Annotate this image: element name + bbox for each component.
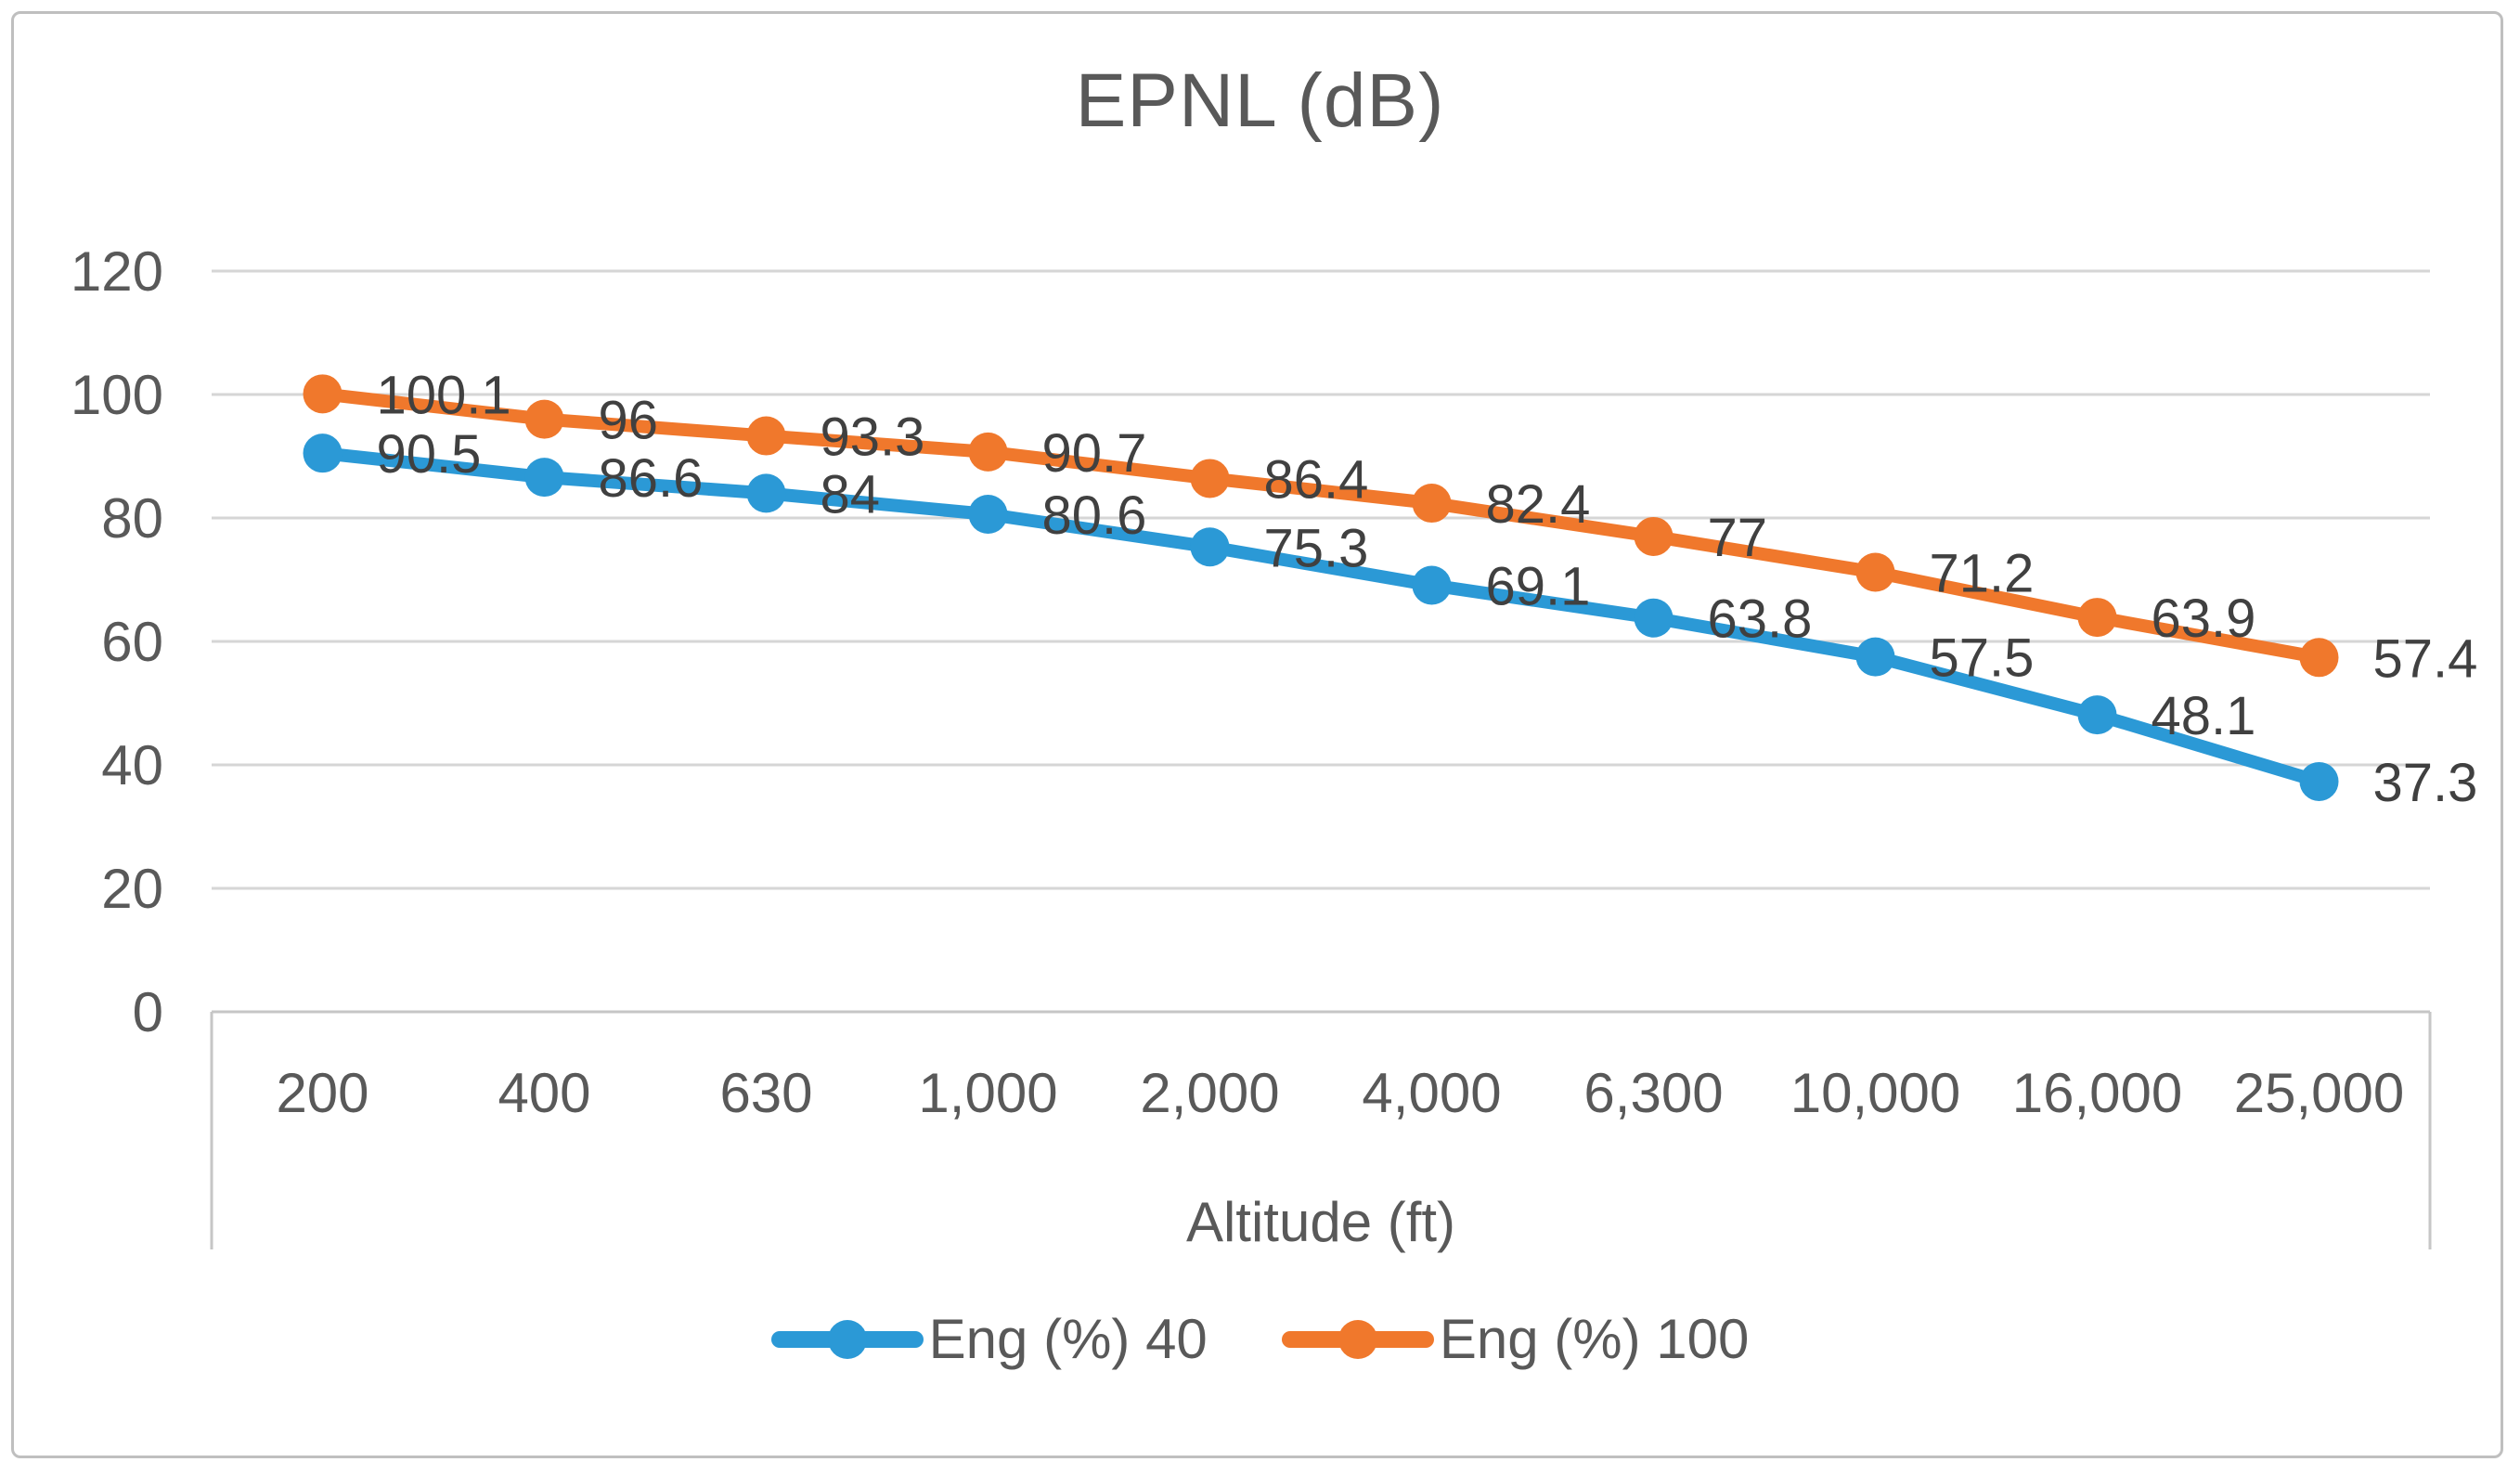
data-point-marker: [2299, 638, 2339, 678]
data-label: 86.4: [1264, 449, 1369, 510]
legend-label-eng-40: Eng (%) 40: [928, 1308, 1208, 1370]
chart-title: EPNL (dB): [1075, 58, 1445, 143]
data-label: 48.1: [2152, 686, 2256, 746]
y-tick-label: 40: [101, 734, 163, 796]
x-tick-label: 16,000: [2012, 1062, 2183, 1124]
y-tick-label: 120: [71, 240, 163, 303]
chart-frame: [11, 11, 2503, 1458]
data-point-marker: [303, 374, 342, 414]
data-label: 84: [821, 464, 881, 524]
data-label: 69.1: [1486, 556, 1591, 616]
data-label: 57.4: [2373, 628, 2478, 689]
data-label: 86.6: [599, 448, 704, 509]
data-label: 93.3: [821, 408, 925, 468]
data-label: 82.4: [1486, 474, 1591, 535]
data-point-marker: [1412, 565, 1452, 605]
data-label: 90.7: [1042, 423, 1147, 484]
data-point-marker: [1412, 484, 1452, 524]
data-point-marker: [968, 495, 1008, 535]
data-label: 63.9: [2152, 589, 2256, 649]
y-tick-label: 0: [133, 981, 163, 1043]
x-tick-label: 4,000: [1362, 1062, 1501, 1124]
legend-line-marker-eng-100: [1281, 1318, 1434, 1361]
data-point-marker: [746, 416, 786, 456]
x-tick-label: 630: [719, 1062, 812, 1124]
x-tick-label: 200: [276, 1062, 368, 1124]
data-point-marker: [2077, 695, 2117, 735]
x-tick-label: 10,000: [1790, 1062, 1961, 1124]
data-label: 96: [599, 391, 659, 451]
y-tick-label: 60: [101, 611, 163, 673]
data-point-marker: [746, 473, 786, 513]
data-label: 71.2: [1930, 544, 2035, 604]
data-point-marker: [2077, 598, 2117, 638]
data-label: 57.5: [1930, 628, 2035, 689]
series-line: [316, 446, 2326, 788]
chart-legend: Eng (%) 40 Eng (%) 100: [0, 1307, 2520, 1371]
y-tick-label: 80: [101, 487, 163, 550]
x-tick-label: 6,300: [1583, 1062, 1723, 1124]
y-tick-label: 20: [101, 858, 163, 920]
x-tick-label: 400: [498, 1062, 590, 1124]
data-label: 77: [1708, 508, 1768, 568]
data-point-marker: [1855, 552, 1895, 592]
data-point-marker: [2299, 761, 2339, 801]
data-label: 75.3: [1264, 518, 1369, 578]
x-tick-label: 2,000: [1140, 1062, 1279, 1124]
x-tick-label: 1,000: [918, 1062, 1057, 1124]
legend-line-marker-eng-40: [770, 1318, 924, 1361]
data-label: 63.8: [1708, 589, 1813, 650]
data-label: 90.5: [377, 424, 482, 485]
x-tick-label: 25,000: [2234, 1062, 2405, 1124]
data-point-marker: [1634, 598, 1674, 638]
legend-dot-icon: [827, 1319, 867, 1359]
legend-item-eng-40: Eng (%) 40: [770, 1307, 1208, 1371]
data-point-marker: [1855, 637, 1895, 677]
data-point-marker: [1634, 516, 1674, 556]
legend-item-eng-100: Eng (%) 100: [1281, 1307, 1750, 1371]
data-point-marker: [1190, 527, 1230, 567]
data-point-marker: [968, 432, 1008, 472]
data-point-marker: [524, 399, 564, 439]
y-tick-label: 100: [71, 364, 163, 426]
data-point-marker: [303, 433, 342, 473]
data-point-marker: [524, 458, 564, 498]
series-line: [316, 387, 2326, 665]
data-label: 100.1: [377, 365, 511, 425]
data-point-marker: [1190, 459, 1230, 498]
legend-dot-icon: [1338, 1319, 1377, 1359]
x-axis-title: Altitude (ft): [1185, 1191, 1456, 1253]
legend-label-eng-100: Eng (%) 100: [1439, 1308, 1750, 1370]
data-label: 80.6: [1042, 485, 1147, 546]
data-label: 37.3: [2373, 753, 2478, 813]
